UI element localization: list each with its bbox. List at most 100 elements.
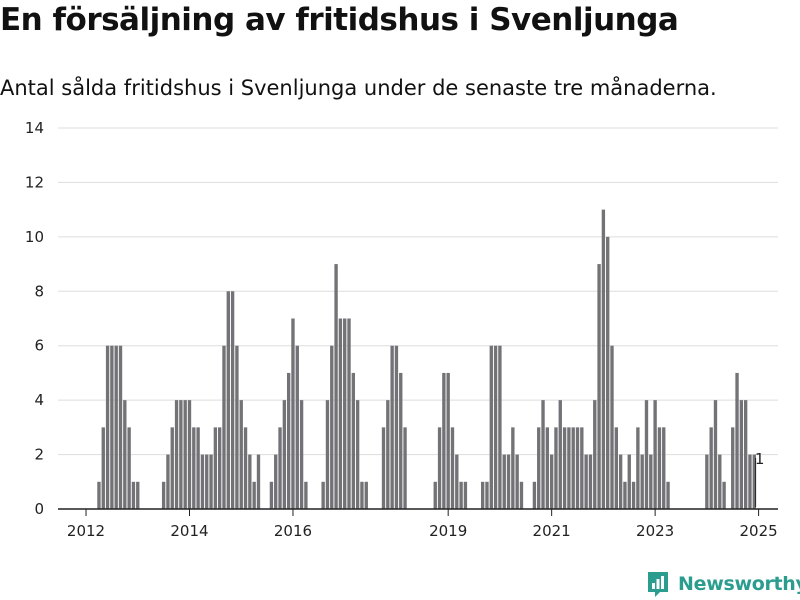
bar <box>386 400 390 509</box>
bar <box>295 345 299 509</box>
bar <box>123 400 127 509</box>
bar <box>433 481 437 509</box>
bar <box>269 481 274 509</box>
bar <box>618 454 623 509</box>
bar <box>174 400 179 509</box>
bars <box>97 209 756 510</box>
bar <box>334 264 338 509</box>
bar <box>506 454 511 509</box>
bar <box>105 345 110 509</box>
bar <box>666 481 670 509</box>
bar <box>325 400 330 509</box>
x-tick-label: 2014 <box>170 522 208 540</box>
bar <box>567 427 571 509</box>
bar <box>493 345 498 509</box>
y-tick-label: 10 <box>25 228 44 246</box>
bar <box>252 481 256 509</box>
bar <box>541 400 545 509</box>
bar <box>588 454 593 509</box>
bar <box>304 481 308 509</box>
bar <box>631 481 636 509</box>
y-tick-label: 4 <box>34 391 44 409</box>
bar <box>558 400 562 509</box>
bar <box>343 318 347 509</box>
bar <box>748 454 752 509</box>
bar <box>118 345 123 509</box>
bar <box>196 427 200 509</box>
y-tick-label: 12 <box>25 173 44 191</box>
x-tick-label: 2012 <box>67 522 105 540</box>
chart-subtitle: Antal sålda fritidshus i Svenljunga unde… <box>0 76 717 100</box>
bar <box>498 345 502 509</box>
x-tick-label: 2016 <box>274 522 312 540</box>
x-tick-label: 2025 <box>740 522 778 540</box>
bar <box>709 427 713 509</box>
bar <box>274 454 278 509</box>
bar <box>243 427 248 509</box>
bar <box>192 427 196 509</box>
bar <box>399 372 403 509</box>
bar <box>97 481 101 509</box>
bar <box>218 427 222 509</box>
bar <box>713 400 718 509</box>
bar-chart-logo-icon <box>648 572 668 597</box>
x-axis-ticks: 2012 2014 2016 2019 2021 2023 2025 <box>67 509 778 540</box>
bar <box>355 400 360 509</box>
bar <box>437 427 442 509</box>
bar <box>549 454 554 509</box>
bar <box>463 481 468 509</box>
bar <box>110 345 114 509</box>
bar <box>459 481 463 509</box>
bar <box>200 454 205 509</box>
bar <box>485 481 489 509</box>
bar <box>636 427 640 509</box>
bar <box>584 454 588 509</box>
gridlines <box>58 127 778 456</box>
bar <box>480 481 485 509</box>
bar <box>532 481 537 509</box>
chart-title: En försäljning av fritidshus i Svenljung… <box>0 2 679 38</box>
bar <box>209 454 213 509</box>
bar <box>166 454 170 509</box>
bar <box>183 400 187 509</box>
bar <box>187 400 192 509</box>
bar <box>575 427 580 509</box>
bar <box>101 427 105 509</box>
bar <box>360 481 364 509</box>
bar <box>502 454 506 509</box>
bar <box>127 427 131 509</box>
y-axis-labels: 0 2 4 6 8 10 12 14 <box>25 119 44 518</box>
bar <box>640 454 644 509</box>
bar <box>351 372 356 509</box>
logo-text: Newsworthy <box>678 573 800 595</box>
bar <box>291 318 295 509</box>
y-tick-label: 0 <box>34 500 44 518</box>
bar <box>705 454 709 509</box>
bar <box>248 454 252 509</box>
x-tick-label: 2023 <box>636 522 674 540</box>
bar <box>446 372 450 509</box>
y-tick-label: 2 <box>34 446 44 464</box>
bar <box>179 400 183 509</box>
bar <box>545 427 550 509</box>
y-tick-label: 8 <box>34 282 44 300</box>
bar <box>735 372 739 509</box>
bar <box>743 400 748 509</box>
bar <box>519 481 524 509</box>
bar <box>321 481 325 509</box>
bar <box>554 427 558 509</box>
bar <box>381 427 386 509</box>
bar <box>239 400 243 509</box>
bar <box>347 318 351 509</box>
bar-value-label: 1 <box>755 450 765 468</box>
bar <box>537 427 541 509</box>
bar <box>606 236 610 510</box>
bar <box>235 345 239 509</box>
bar <box>653 400 657 509</box>
bar <box>644 400 649 509</box>
bar <box>722 481 726 509</box>
annotations: 1 <box>755 450 765 507</box>
bar <box>131 481 136 509</box>
bar <box>282 400 287 509</box>
